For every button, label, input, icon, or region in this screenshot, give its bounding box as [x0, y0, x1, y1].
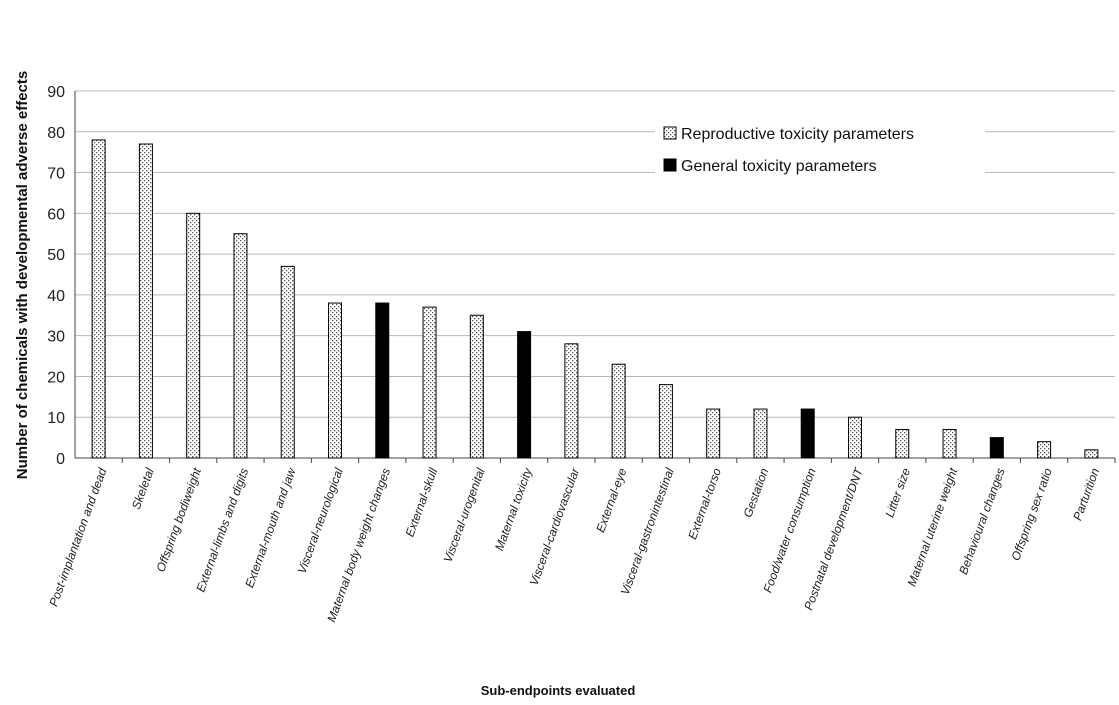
y-axis-label: Number of chemicals with developmental a… [14, 71, 31, 479]
bar-reproductive [91, 139, 106, 459]
category-label: Litter size [882, 466, 913, 519]
y-tick-label: 50 [47, 247, 65, 264]
bars [91, 139, 1099, 459]
bar-reproductive [328, 302, 342, 459]
legend-swatch-general [663, 158, 677, 172]
bar-reproductive [280, 265, 295, 459]
bar-reproductive [233, 233, 248, 459]
category-label: Maternal toxicity [492, 465, 535, 552]
category-label: External-mouth and jaw [242, 465, 299, 590]
legend-swatch-reproductive [663, 126, 677, 140]
category-label: Visceral-cardiovascular [527, 465, 583, 587]
bar-reproductive [564, 343, 579, 459]
x-axis-label: Sub-endpoints evaluated [481, 683, 636, 698]
category-label: External-torso [685, 466, 724, 541]
category-label: Behavioural changes [956, 466, 1007, 576]
bar-reproductive [706, 408, 721, 459]
gridlines [75, 90, 1115, 418]
category-label: Parturition [1070, 466, 1102, 522]
y-tick-label: 90 [47, 84, 65, 101]
bar-reproductive [611, 363, 626, 459]
bar-reproductive [186, 212, 201, 459]
bar-reproductive [895, 428, 910, 459]
y-tick-label: 60 [47, 206, 65, 223]
category-label: Post-implantation and dead [46, 466, 109, 608]
category-label: Gestation [741, 466, 772, 519]
bar-general [989, 437, 1004, 459]
y-tick-label: 0 [56, 451, 65, 468]
y-tick-labels: 0 10 20 30 40 50 60 70 80 90 [47, 84, 65, 468]
bar-reproductive [469, 314, 484, 459]
category-label: Visceral-neurological [295, 466, 346, 576]
bar-reproductive [1084, 449, 1099, 459]
bar-reproductive [138, 143, 153, 459]
category-label: Visceral-urogenital [441, 466, 488, 564]
category-label: Visceral-gastronintestinal [618, 466, 677, 597]
bar-general [375, 302, 390, 459]
axes [74, 91, 1116, 463]
y-tick-label: 40 [47, 288, 65, 305]
y-tick-label: 10 [47, 410, 65, 427]
bar-reproductive [848, 416, 862, 459]
bar-reproductive [422, 306, 437, 459]
legend: Reproductive toxicity parameters General… [655, 120, 985, 186]
bar-reproductive [658, 384, 673, 459]
bar-reproductive [753, 408, 768, 459]
category-label: External-skull [403, 466, 441, 539]
legend-label-general: General toxicity parameters [681, 158, 877, 175]
category-label: Offspring bodiweight [153, 466, 204, 574]
category-label: Skeletal [129, 466, 157, 511]
y-tick-label: 20 [47, 369, 65, 386]
bar-general [800, 408, 815, 459]
category-label: External-eye [593, 466, 629, 534]
bar-reproductive [942, 428, 957, 459]
category-label: Offspring sex ratio [1008, 466, 1055, 563]
category-label: External-limbs and digits [193, 466, 251, 594]
y-tick-label: 70 [47, 166, 65, 183]
y-tick-label: 80 [47, 125, 65, 142]
category-labels: Post-implantation and dead SkeletalOffspr… [46, 465, 1102, 624]
category-label: Maternal uterine weight [905, 466, 961, 589]
category-label: Food/water consumption [760, 466, 818, 595]
bar-general [517, 331, 532, 459]
legend-label-reproductive: Reproductive toxicity parameters [681, 126, 914, 143]
bar-reproductive [1037, 441, 1052, 459]
y-tick-label: 30 [47, 329, 65, 346]
